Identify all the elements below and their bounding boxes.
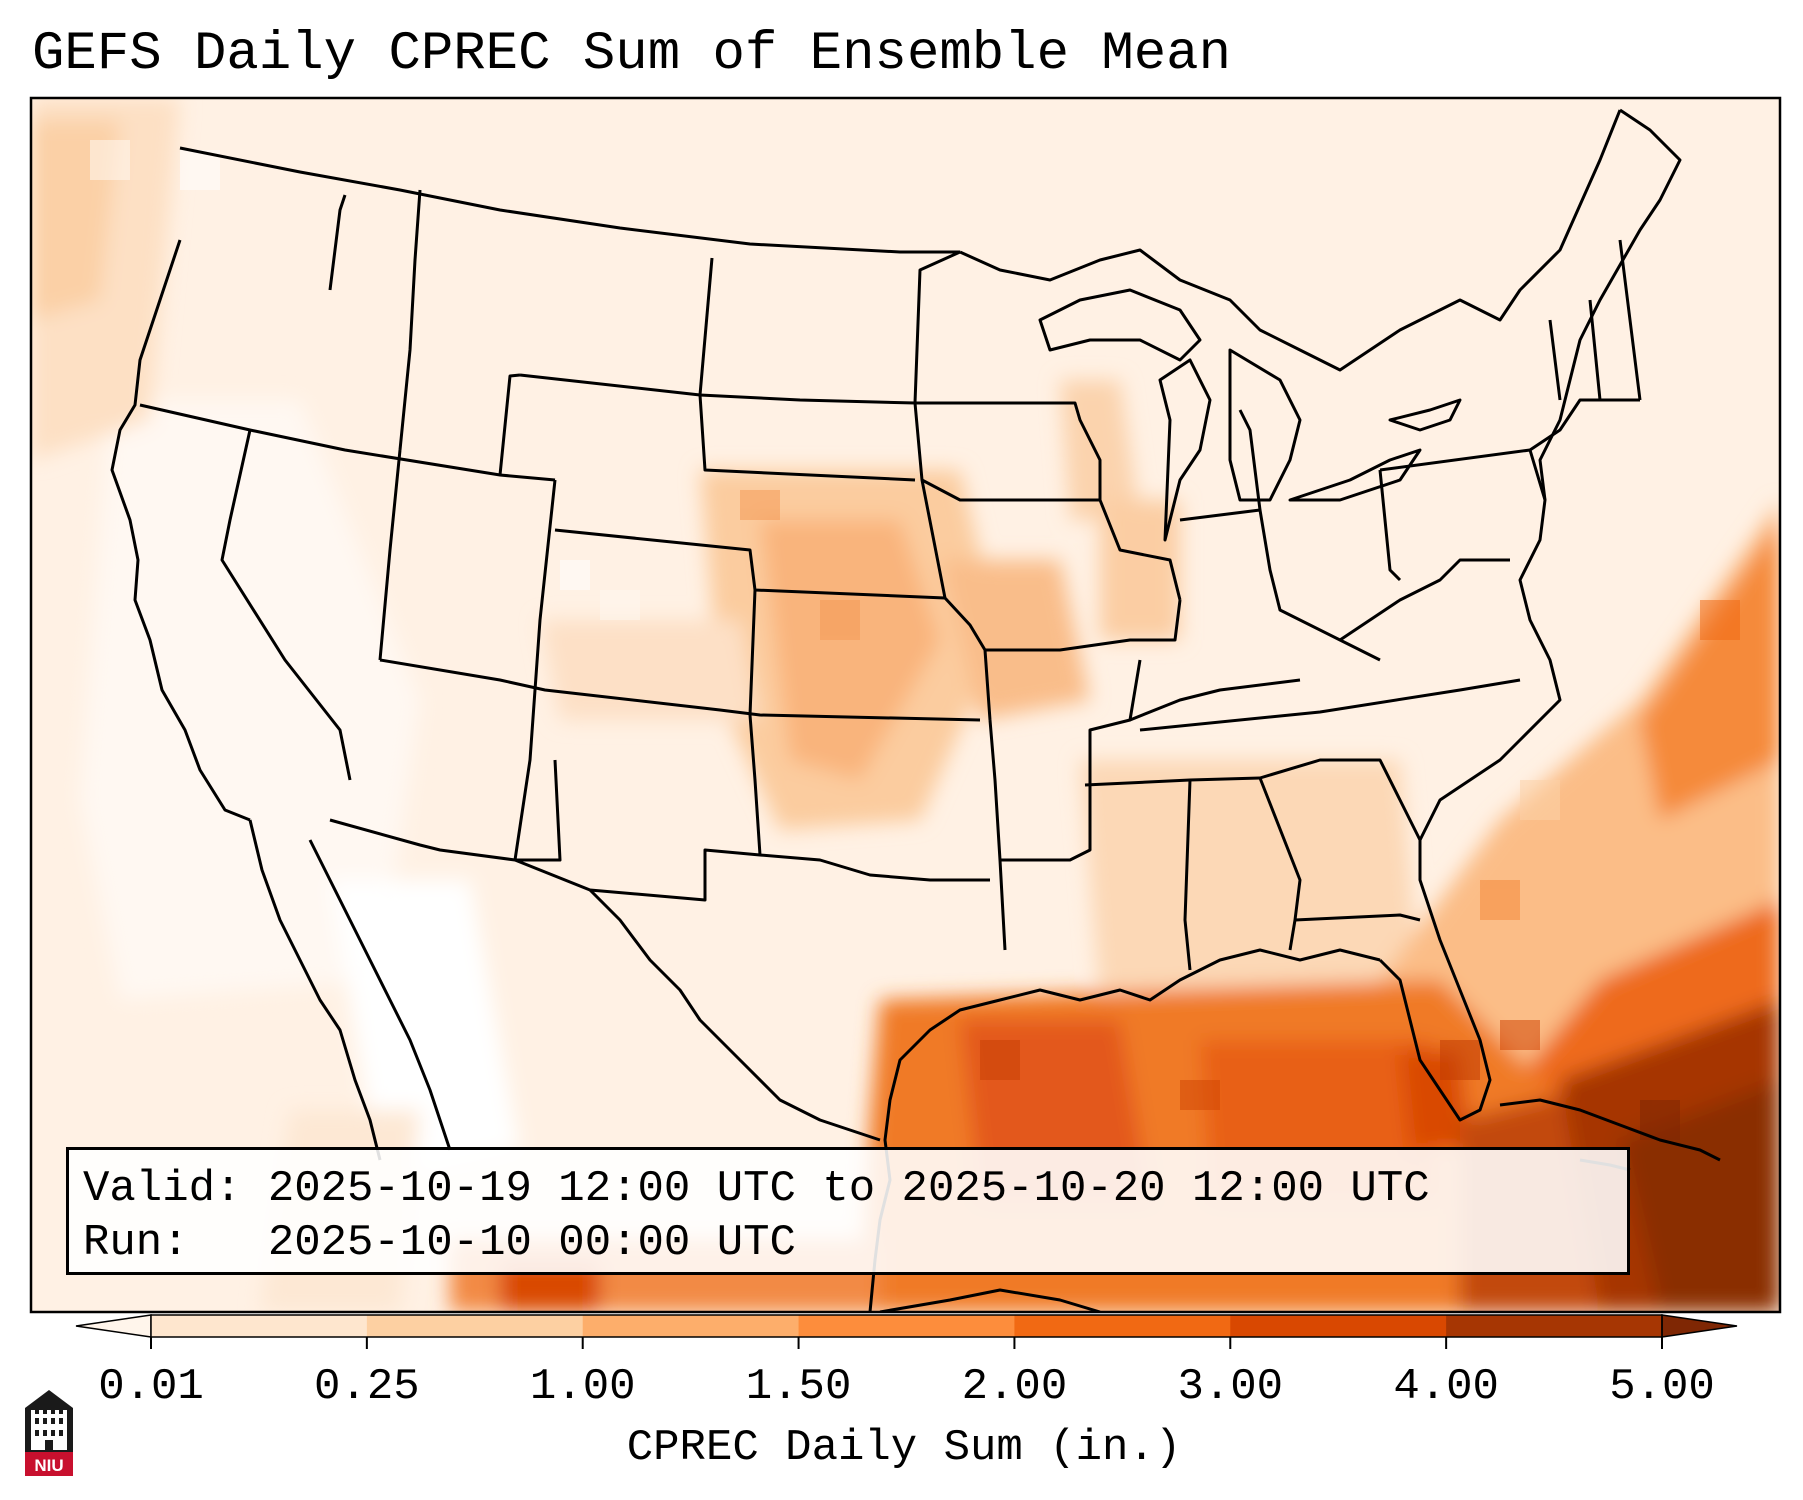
colorbar-segment <box>1014 1315 1231 1337</box>
valid-label: Valid: <box>83 1164 242 1214</box>
info-box: Valid: 2025-10-19 12:00 UTC to 2025-10-2… <box>66 1147 1630 1275</box>
colorbar-tick-label: 5.00 <box>1609 1362 1715 1412</box>
grid-cells <box>90 140 1740 1140</box>
run-value: 2025-10-10 00:00 UTC <box>267 1218 796 1268</box>
colorbar-extend-low <box>75 1314 152 1338</box>
colorbar-tick-label: 0.25 <box>314 1362 420 1412</box>
colorbar-tick-label: 1.00 <box>529 1362 636 1412</box>
colorbar-tick-label: 3.00 <box>1177 1362 1284 1412</box>
colorbar-segment <box>1446 1315 1663 1337</box>
colorbar-tick-label: 0.01 <box>98 1362 204 1412</box>
colorbar-segment <box>151 1315 368 1337</box>
boundaries <box>110 108 1721 1312</box>
pacific-coastline <box>110 239 251 822</box>
colorbar-outline <box>150 1314 1663 1338</box>
map-title: GEFS Daily CPREC Sum of Ensemble Mean <box>32 24 1231 85</box>
colorbar <box>75 1314 1738 1349</box>
colorbar-extend-high <box>1661 1314 1738 1338</box>
colorbar-segment <box>582 1315 800 1337</box>
colorbar-segment <box>798 1315 1015 1337</box>
precipitation-field <box>31 98 1780 1312</box>
colorbar-segment <box>366 1315 584 1337</box>
colorbar-tick-label: 2.00 <box>961 1362 1068 1412</box>
colorbar-label: CPREC Daily Sum (in.) <box>626 1423 1182 1473</box>
valid-value: 2025-10-19 12:00 UTC to 2025-10-20 12:00… <box>267 1164 1430 1214</box>
niu-logo-text: NIU <box>34 1456 63 1475</box>
niu-logo-icon: NIU <box>25 1390 73 1476</box>
map-frame <box>29 96 1782 1314</box>
colorbar-segment <box>1230 1315 1447 1337</box>
colorbar-tick-label: 4.00 <box>1393 1362 1499 1412</box>
colorbar-tick-label: 1.50 <box>745 1362 852 1412</box>
run-label: Run: <box>83 1218 189 1268</box>
